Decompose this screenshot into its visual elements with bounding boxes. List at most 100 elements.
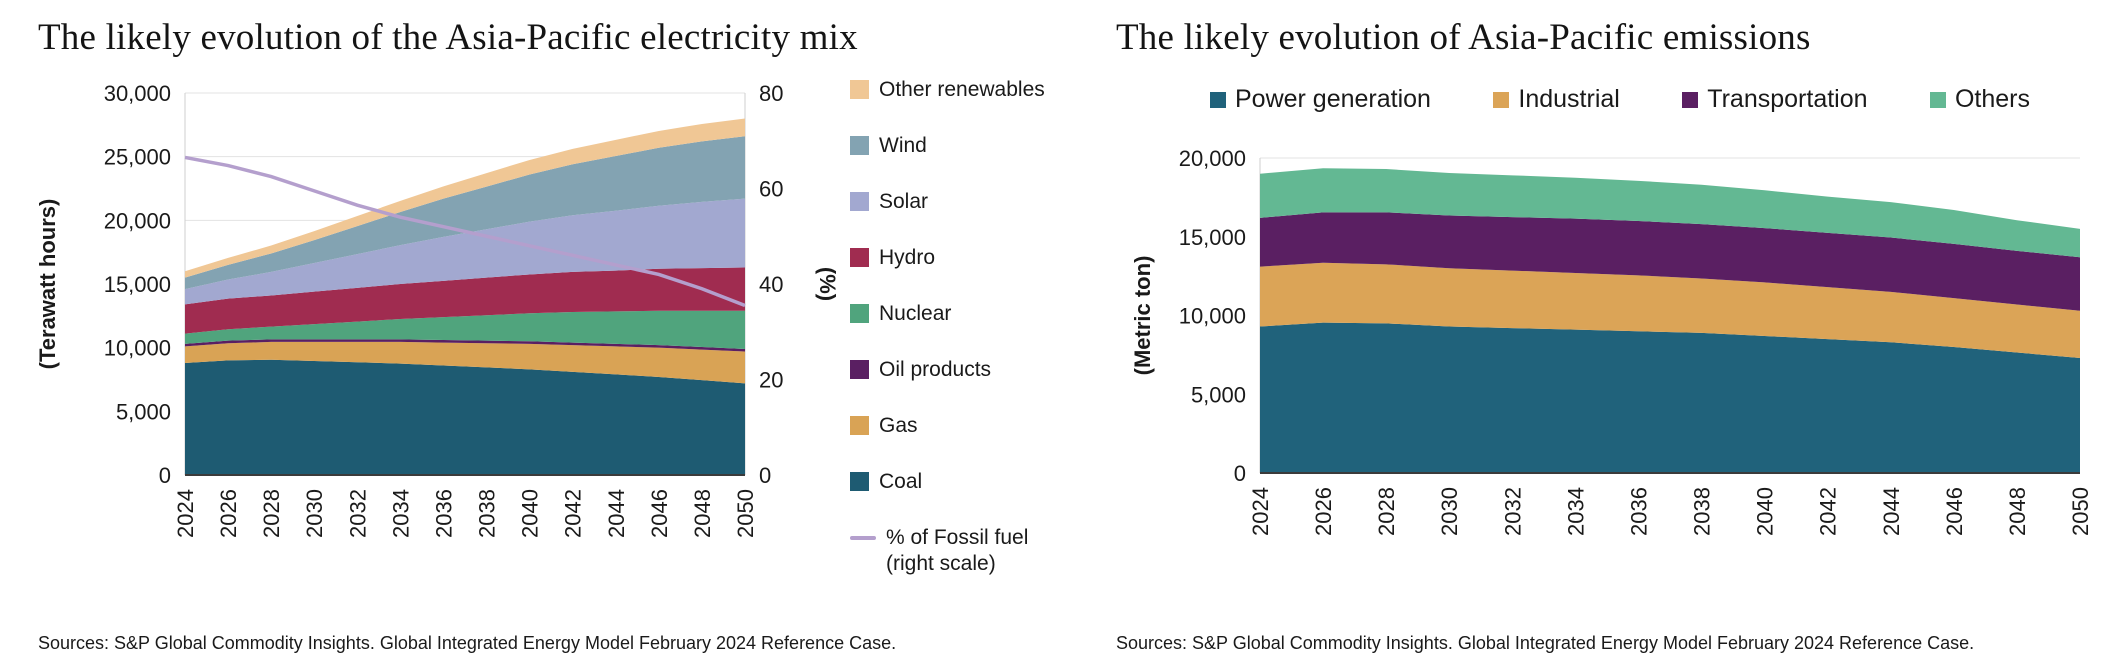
- legend-item-industrial: Industrial: [1493, 85, 1620, 114]
- area-hydro: [185, 267, 745, 334]
- y-axis-title: (Terawatt hours): [35, 199, 60, 370]
- x-tick-label: 2030: [1437, 487, 1462, 536]
- legend-swatch-oil-products: [850, 360, 869, 379]
- legend-label: Others: [1954, 85, 2030, 113]
- legend-swatch-transportation: [1682, 91, 1699, 108]
- legend-swatch-nuclear: [850, 304, 869, 323]
- x-tick-label: 2036: [431, 489, 456, 538]
- area-oil-products: [185, 339, 745, 352]
- legend-swatch-others: [1929, 91, 1946, 108]
- legend-item-wind: Wind: [850, 133, 1070, 159]
- x-tick-label: 2050: [2068, 487, 2093, 536]
- y-tick-label: 5,000: [1191, 382, 1246, 407]
- x-tick-label: 2024: [1248, 487, 1273, 536]
- x-tick-label: 2034: [388, 489, 413, 538]
- legend-item-oil-products: Oil products: [850, 357, 1070, 383]
- legend-swatch-industrial: [1493, 91, 1510, 108]
- y-tick-label: 5,000: [116, 399, 171, 424]
- electricity-mix-legend: Other renewables Wind Solar Hydro Nuclear Oil…: [850, 65, 1070, 620]
- y-axis-title: (Metric ton): [1130, 256, 1155, 376]
- x-tick-label: 2046: [647, 489, 672, 538]
- legend-item-coal: Coal: [850, 469, 1070, 495]
- legend-item-hydro: Hydro: [850, 245, 1070, 271]
- y-tick-label: 15,000: [1179, 225, 1246, 250]
- x-tick-label: 2038: [475, 489, 500, 538]
- x-tick-label: 2042: [561, 489, 586, 538]
- legend-item-of-fossil-fuel-right-scale: % of Fossil fuel (right scale): [850, 525, 1070, 577]
- y2-axis-title: (%): [815, 267, 840, 301]
- x-tick-label: 2044: [1879, 487, 1904, 536]
- y2-tick-label: 0: [759, 463, 771, 488]
- legend-item-other-renewables: Other renewables: [850, 77, 1070, 103]
- emissions-plot: 0 5,000 10,000 15,000 20,000 2024 2026 2028 2030…: [1130, 146, 2093, 536]
- y2-tick-label: 40: [759, 272, 783, 297]
- x-tick-label: 2036: [1626, 487, 1651, 536]
- x-tick-label: 2042: [1816, 487, 1841, 536]
- x-tick-label: 2024: [173, 489, 198, 538]
- legend-item-others: Others: [1929, 85, 2030, 114]
- legend-label: Nuclear: [879, 302, 952, 325]
- emissions-panel: The likely evolution of Asia-Pacific emi…: [1080, 0, 2114, 670]
- x-tick-label: 2040: [518, 489, 543, 538]
- emissions-legend: Power generation Industrial Transportation…: [1210, 85, 2030, 114]
- legend-label: Gas: [879, 414, 918, 437]
- y-tick-label: 0: [1234, 461, 1246, 486]
- legend-item-solar: Solar: [850, 189, 1070, 215]
- x-tick-label: 2032: [1500, 487, 1525, 536]
- x-tick-label: 2038: [1690, 487, 1715, 536]
- area-wind: [185, 136, 745, 290]
- electricity-mix-plot: 05,00010,00015,00020,00025,00030,0000204…: [35, 81, 840, 538]
- legend-swatch-wind: [850, 136, 869, 155]
- legend-label: Oil products: [879, 358, 992, 381]
- legend-item-transportation: Transportation: [1682, 85, 1868, 114]
- legend-item-power-generation: Power generation: [1210, 85, 1431, 114]
- y2-tick-label: 80: [759, 81, 783, 106]
- x-tick-label: 2026: [1311, 487, 1336, 536]
- x-tick-label: 2046: [1942, 487, 1967, 536]
- legend-swatch-other-renewables: [850, 80, 869, 99]
- y-tick-label: 30,000: [104, 81, 171, 106]
- x-tick-label: 2034: [1563, 487, 1588, 536]
- y-tick-label: 15,000: [104, 272, 171, 297]
- legend-label: % of Fossil fuel (right scale): [886, 526, 1029, 575]
- area-coal: [185, 359, 745, 475]
- electricity-mix-panel: The likely evolution of the Asia-Pacific…: [35, 17, 1070, 653]
- legend-item-gas: Gas: [850, 413, 1070, 439]
- fossil-fuel-share-line: [184, 155, 746, 308]
- area-nuclear: [185, 310, 745, 349]
- y2-tick-label: 20: [759, 368, 783, 393]
- y-tick-label: 0: [159, 463, 171, 488]
- x-tick-label: 2048: [690, 489, 715, 538]
- emissions-title: The likely evolution of Asia-Pacific emi…: [1116, 17, 1811, 58]
- x-tick-label: 2030: [302, 489, 327, 538]
- legend-label: Industrial: [1518, 85, 1620, 113]
- x-tick-label: 2032: [345, 489, 370, 538]
- y-tick-label: 10,000: [1179, 304, 1246, 329]
- legend-swatch-solar: [850, 192, 869, 211]
- y-tick-label: 20,000: [104, 208, 171, 233]
- legend-label: Solar: [879, 190, 929, 213]
- x-tick-label: 2050: [733, 489, 758, 538]
- area-other-renewables: [185, 118, 745, 278]
- area-industrial: [1260, 262, 2080, 359]
- legend-swatch-coal: [850, 472, 869, 491]
- legend-label: Transportation: [1707, 85, 1868, 113]
- x-tick-label: 2026: [216, 489, 241, 538]
- legend-label: Other renewables: [879, 78, 1045, 101]
- electricity-mix-title: The likely evolution of the Asia-Pacific…: [38, 17, 858, 58]
- area-solar: [185, 198, 745, 305]
- emissions-source-note: Sources: S&P Global Commodity Insights. …: [1116, 633, 1975, 653]
- y-tick-label: 25,000: [104, 145, 171, 170]
- y-tick-label: 20,000: [1179, 146, 1246, 171]
- legend-swatch-gas: [850, 416, 869, 435]
- legend-label: Hydro: [879, 246, 936, 269]
- area-power-generation: [1260, 322, 2080, 473]
- legend-label: Coal: [879, 470, 923, 493]
- x-tick-label: 2040: [1753, 487, 1778, 536]
- area-gas: [185, 341, 745, 384]
- x-tick-label: 2028: [1374, 487, 1399, 536]
- x-tick-label: 2044: [604, 489, 629, 538]
- legend-label: Wind: [879, 134, 927, 157]
- legend-swatch-power-generation: [1210, 91, 1226, 108]
